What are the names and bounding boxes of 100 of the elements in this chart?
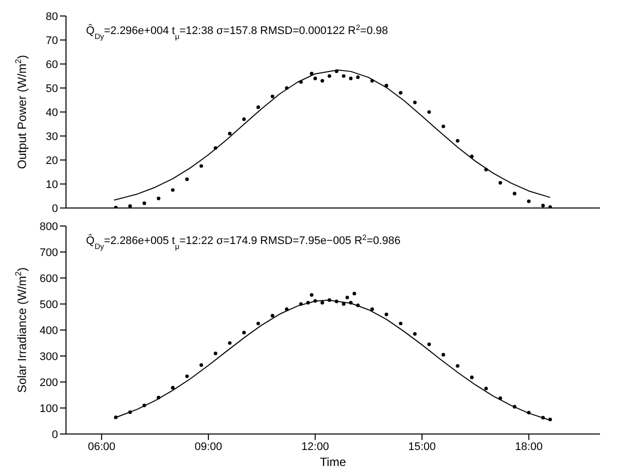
point — [442, 352, 446, 356]
y-tick-label: 10 — [46, 178, 58, 191]
y-tick-label: 80 — [46, 10, 58, 23]
point — [342, 302, 346, 306]
point — [114, 416, 118, 420]
point — [498, 396, 502, 400]
x-tick-label: 06:00 — [88, 440, 116, 453]
point — [328, 298, 332, 302]
point — [228, 132, 232, 136]
point — [349, 76, 353, 80]
y-tick-label: 600 — [40, 272, 58, 285]
point — [284, 86, 289, 90]
y-tick-label: 0 — [52, 428, 58, 441]
point — [512, 404, 516, 408]
point — [456, 364, 460, 368]
point — [299, 80, 303, 84]
point — [541, 204, 545, 208]
point — [413, 332, 417, 336]
point — [512, 192, 516, 196]
point — [470, 154, 474, 158]
point — [242, 330, 246, 334]
point — [334, 69, 338, 73]
point — [242, 117, 246, 121]
point — [299, 302, 303, 306]
point — [214, 146, 218, 150]
point — [484, 386, 488, 390]
x-axis-title: Time — [320, 455, 346, 469]
point — [185, 177, 189, 181]
point — [171, 386, 175, 390]
point — [142, 404, 146, 408]
point — [171, 188, 175, 192]
point — [328, 74, 332, 78]
x-tick-label: 09:00 — [194, 440, 222, 453]
y-tick-label: 500 — [40, 298, 58, 311]
point — [398, 91, 402, 95]
point — [199, 164, 204, 168]
point — [313, 76, 317, 80]
point — [156, 196, 160, 200]
point — [456, 139, 460, 143]
point — [156, 396, 160, 400]
point — [342, 74, 346, 78]
point — [398, 322, 402, 326]
point — [256, 322, 260, 326]
point — [320, 79, 324, 83]
point — [284, 307, 289, 311]
point — [484, 168, 488, 172]
point — [384, 84, 388, 88]
point — [228, 341, 232, 345]
point — [527, 410, 531, 414]
point — [498, 181, 502, 185]
y-tick-label: 200 — [40, 376, 58, 389]
point — [313, 299, 317, 303]
point — [128, 410, 132, 414]
annotation: Q̂$_{Dy}$=2.296e+004 t$_{μ}$=12:38 σ=157.8 RMSD=0.000122 R$^{2}$=0.98 — [86, 22, 388, 40]
point — [442, 124, 446, 128]
y-tick-label: 70 — [46, 34, 58, 47]
x-tick-label: 18:00 — [515, 440, 543, 453]
point — [384, 312, 388, 316]
point — [349, 300, 353, 304]
point — [214, 352, 218, 356]
point — [427, 110, 431, 114]
point — [310, 72, 314, 76]
annotation: Q̂$_{Dy}$=2.286e+005 t$_{μ}$=12:22 σ=174.9 RMSD=7.95e−005 R$^{2}$=0.986 — [86, 232, 401, 250]
point — [320, 300, 324, 304]
y-tick-label: 30 — [46, 130, 58, 143]
y-tick-label: 100 — [40, 402, 58, 415]
point — [548, 205, 552, 208]
point — [370, 307, 374, 311]
point — [270, 94, 274, 98]
point — [334, 300, 338, 304]
y-tick-label: 40 — [46, 106, 58, 119]
x-tick-label: 15:00 — [408, 440, 436, 453]
y-tick-label: 300 — [40, 350, 58, 363]
x-tick-label: 12:00 — [301, 440, 329, 453]
y-tick-label: 60 — [46, 58, 58, 71]
point — [185, 374, 189, 378]
y-tick-label: 50 — [46, 82, 58, 95]
point — [370, 79, 374, 83]
point — [345, 296, 350, 300]
point — [356, 304, 360, 308]
point — [142, 201, 146, 205]
y-tick-label: 0 — [52, 202, 58, 215]
point — [527, 199, 531, 204]
line-series — [114, 70, 551, 201]
point — [548, 418, 552, 422]
y-tick-label: 20 — [46, 154, 58, 167]
point — [306, 300, 310, 304]
point — [413, 100, 417, 104]
y-tick-label: 400 — [40, 324, 58, 337]
point — [310, 293, 314, 297]
point — [356, 75, 360, 79]
y-tick-label: 700 — [40, 246, 58, 259]
point — [270, 314, 274, 318]
point — [541, 416, 545, 420]
point — [199, 363, 204, 367]
y-tick-label: 800 — [40, 220, 58, 233]
point — [352, 292, 356, 296]
point — [470, 376, 474, 380]
point — [128, 204, 132, 208]
point — [427, 342, 431, 346]
